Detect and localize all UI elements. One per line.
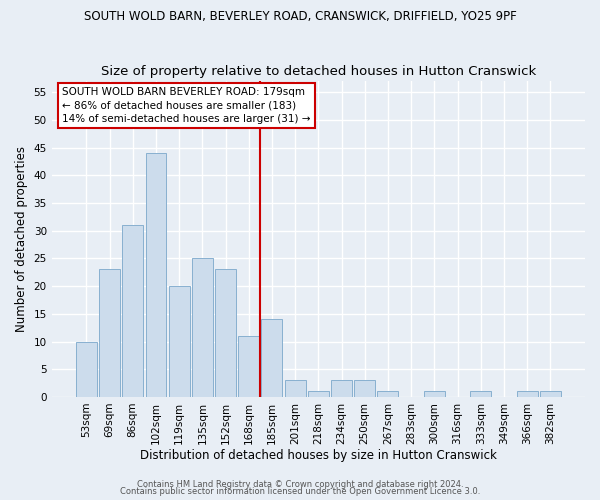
Bar (238, 336, 259, 397)
Bar (192, 258, 213, 397)
Bar (308, 392, 329, 397)
Text: Contains HM Land Registry data © Crown copyright and database right 2024.: Contains HM Land Registry data © Crown c… (137, 480, 463, 489)
Bar (146, 153, 166, 397)
Y-axis label: Number of detached properties: Number of detached properties (15, 146, 28, 332)
Bar (470, 392, 491, 397)
Bar (331, 380, 352, 397)
Bar (424, 392, 445, 397)
Text: Contains public sector information licensed under the Open Government Licence 3.: Contains public sector information licen… (120, 487, 480, 496)
Bar (99, 270, 120, 397)
Bar (354, 380, 375, 397)
Bar (517, 392, 538, 397)
Bar (215, 270, 236, 397)
Bar (540, 392, 561, 397)
Bar (76, 342, 97, 397)
Bar (262, 320, 283, 397)
Bar (284, 380, 305, 397)
Bar (377, 392, 398, 397)
Text: SOUTH WOLD BARN BEVERLEY ROAD: 179sqm
← 86% of detached houses are smaller (183): SOUTH WOLD BARN BEVERLEY ROAD: 179sqm ← … (62, 88, 311, 124)
X-axis label: Distribution of detached houses by size in Hutton Cranswick: Distribution of detached houses by size … (140, 450, 497, 462)
Title: Size of property relative to detached houses in Hutton Cranswick: Size of property relative to detached ho… (101, 66, 536, 78)
Bar (122, 225, 143, 397)
Bar (169, 286, 190, 397)
Text: SOUTH WOLD BARN, BEVERLEY ROAD, CRANSWICK, DRIFFIELD, YO25 9PF: SOUTH WOLD BARN, BEVERLEY ROAD, CRANSWIC… (83, 10, 517, 23)
